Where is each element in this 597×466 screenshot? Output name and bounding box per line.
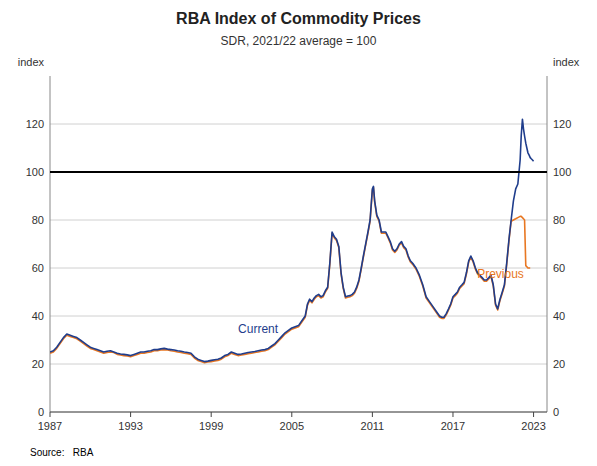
source: Source: RBA — [30, 447, 94, 458]
x-tick-label: 1987 — [38, 420, 62, 432]
x-tick — [211, 412, 212, 417]
x-tick — [130, 412, 131, 417]
y-tick-label: 100 — [26, 166, 44, 178]
y-axis-label: index — [18, 56, 45, 68]
y2-tick-label: 20 — [553, 358, 565, 370]
series-line — [50, 119, 534, 361]
grid-line — [50, 124, 547, 125]
chart: RBA Index of Commodity Prices SDR, 2021/2… — [0, 0, 597, 466]
x-tick-label: 1993 — [118, 420, 142, 432]
x-tick-label: 2017 — [441, 420, 465, 432]
series-label: Current — [238, 322, 279, 336]
y-tick-label: 60 — [32, 262, 44, 274]
subtitle: SDR, 2021/22 average = 100 — [221, 34, 377, 48]
x-tick-label: 1999 — [199, 420, 223, 432]
title: RBA Index of Commodity Prices — [176, 10, 421, 27]
grid — [50, 124, 547, 412]
grid-line — [50, 172, 547, 173]
y-tick-label: 80 — [32, 214, 44, 226]
y2-axis-line — [547, 76, 548, 412]
y-tick-label: 120 — [26, 118, 44, 130]
grid-line — [50, 412, 547, 413]
y2-tick-label: 120 — [553, 118, 571, 130]
reference-line — [50, 171, 547, 173]
x-tick-label: 2005 — [280, 420, 304, 432]
y-tick-label: 40 — [32, 310, 44, 322]
background — [0, 0, 597, 466]
page: {"chart_data": { "type": "line", "title"… — [0, 0, 597, 466]
x-tick — [452, 412, 453, 417]
grid-line — [50, 364, 547, 365]
plot-area — [50, 119, 547, 363]
y-tick-label: 0 — [38, 406, 44, 418]
y-axis-line — [50, 76, 51, 412]
x-tick — [50, 412, 51, 417]
x-tick-label: 2011 — [361, 420, 385, 432]
x-tick-label: 2023 — [521, 420, 545, 432]
grid-line — [50, 316, 547, 317]
y2-tick-label: 40 — [553, 310, 565, 322]
y2-tick-label: 100 — [553, 166, 571, 178]
grid-line — [50, 220, 547, 221]
y-tick-label: 20 — [32, 358, 44, 370]
grid-line — [50, 268, 547, 269]
y2-tick-label: 60 — [553, 262, 565, 274]
y2-tick-label: 80 — [553, 214, 565, 226]
x-tick — [291, 412, 292, 417]
x-tick — [372, 412, 373, 417]
y2-tick-label: 0 — [553, 406, 559, 418]
series-line — [50, 188, 530, 363]
series-label: Previous — [477, 267, 524, 281]
x-tick — [533, 412, 534, 417]
y2-axis-label: index — [553, 56, 580, 68]
x-axis-line — [50, 412, 547, 413]
